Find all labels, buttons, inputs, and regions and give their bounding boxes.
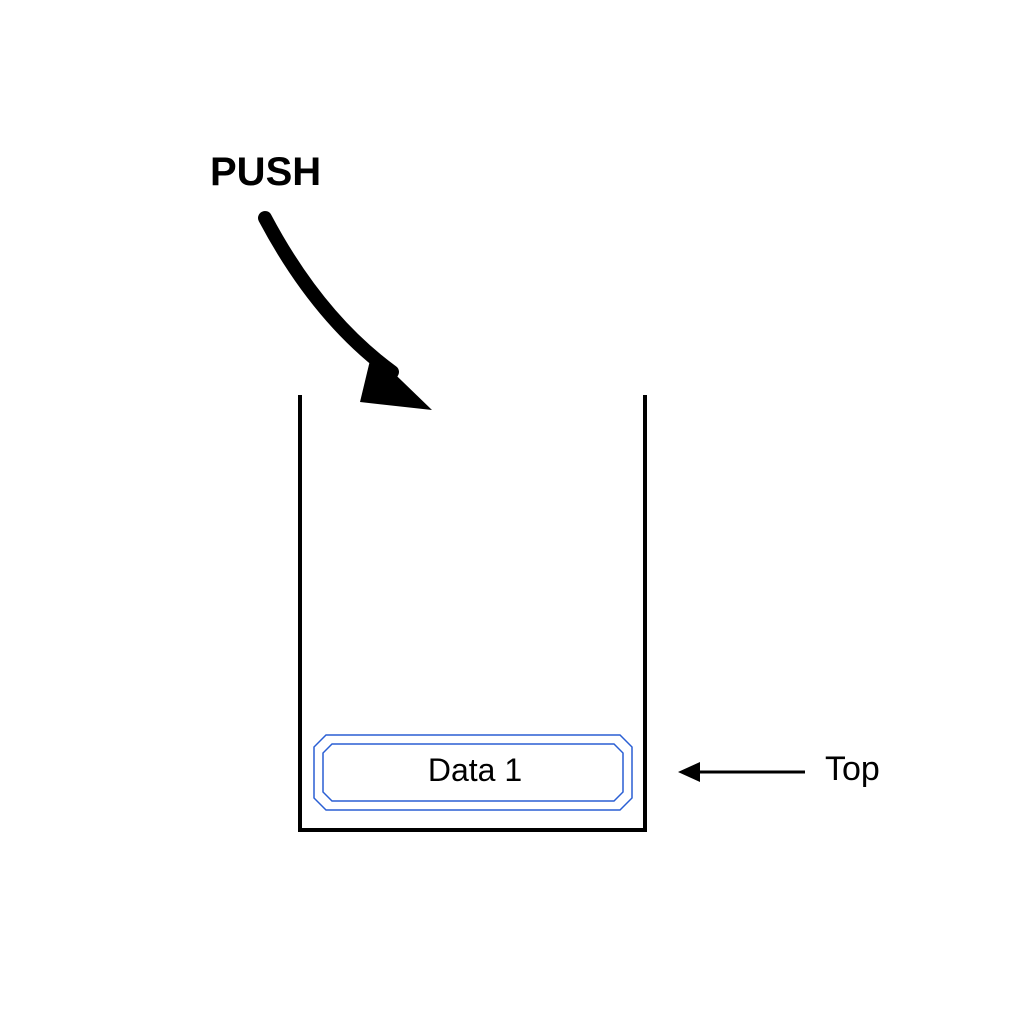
top-arrow-head: [678, 762, 700, 782]
stack-push-diagram: PUSH Data 1 Top: [0, 0, 1024, 1024]
top-arrow: [678, 762, 805, 782]
data-element-label: Data 1: [415, 752, 535, 789]
push-label: PUSH: [210, 150, 321, 195]
push-arrow-head: [360, 352, 432, 410]
push-arrow: [265, 218, 432, 410]
diagram-svg: [0, 0, 1024, 1024]
push-arrow-curve: [265, 218, 392, 372]
top-pointer-label: Top: [825, 750, 880, 789]
